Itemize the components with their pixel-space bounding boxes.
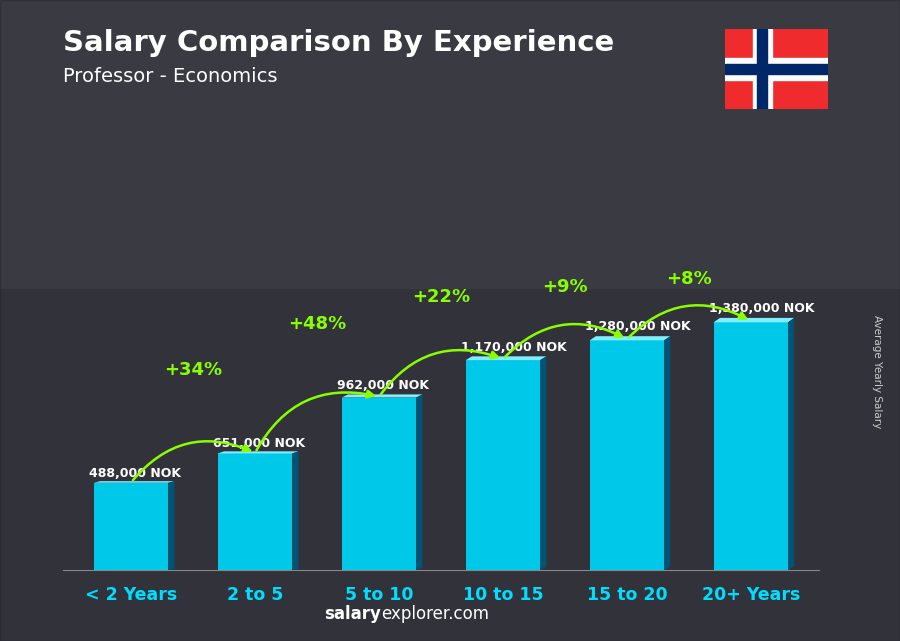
Text: 1,380,000 NOK: 1,380,000 NOK xyxy=(708,302,814,315)
Polygon shape xyxy=(788,318,794,570)
Text: 488,000 NOK: 488,000 NOK xyxy=(89,467,181,480)
Text: +9%: +9% xyxy=(542,278,588,296)
Bar xyxy=(590,340,664,570)
Text: +8%: +8% xyxy=(666,270,712,288)
Text: +34%: +34% xyxy=(164,361,222,379)
Text: 1,280,000 NOK: 1,280,000 NOK xyxy=(585,320,690,333)
Polygon shape xyxy=(292,451,299,570)
Polygon shape xyxy=(94,481,175,483)
Polygon shape xyxy=(416,394,422,570)
Bar xyxy=(466,360,540,570)
Polygon shape xyxy=(218,451,299,453)
Bar xyxy=(0,0,900,288)
Bar xyxy=(758,29,767,109)
Bar xyxy=(724,58,828,79)
Text: Average Yearly Salary: Average Yearly Salary xyxy=(872,315,883,428)
Polygon shape xyxy=(540,356,546,570)
Text: 651,000 NOK: 651,000 NOK xyxy=(213,437,305,450)
Polygon shape xyxy=(342,394,422,397)
Polygon shape xyxy=(590,336,670,340)
Text: Professor - Economics: Professor - Economics xyxy=(63,67,277,87)
Polygon shape xyxy=(168,481,175,570)
Polygon shape xyxy=(664,336,670,570)
Bar xyxy=(752,29,771,109)
Bar xyxy=(724,63,828,74)
Text: +48%: +48% xyxy=(288,315,346,333)
Bar xyxy=(218,453,292,570)
Polygon shape xyxy=(466,356,546,360)
Bar xyxy=(342,397,416,570)
Text: explorer.com: explorer.com xyxy=(381,605,489,623)
Text: 1,170,000 NOK: 1,170,000 NOK xyxy=(461,341,567,354)
Bar xyxy=(94,483,168,570)
Polygon shape xyxy=(714,318,794,322)
Text: Salary Comparison By Experience: Salary Comparison By Experience xyxy=(63,29,614,57)
Text: salary: salary xyxy=(324,605,381,623)
Bar xyxy=(714,322,788,570)
Text: +22%: +22% xyxy=(412,288,470,306)
Text: 962,000 NOK: 962,000 NOK xyxy=(337,379,429,392)
